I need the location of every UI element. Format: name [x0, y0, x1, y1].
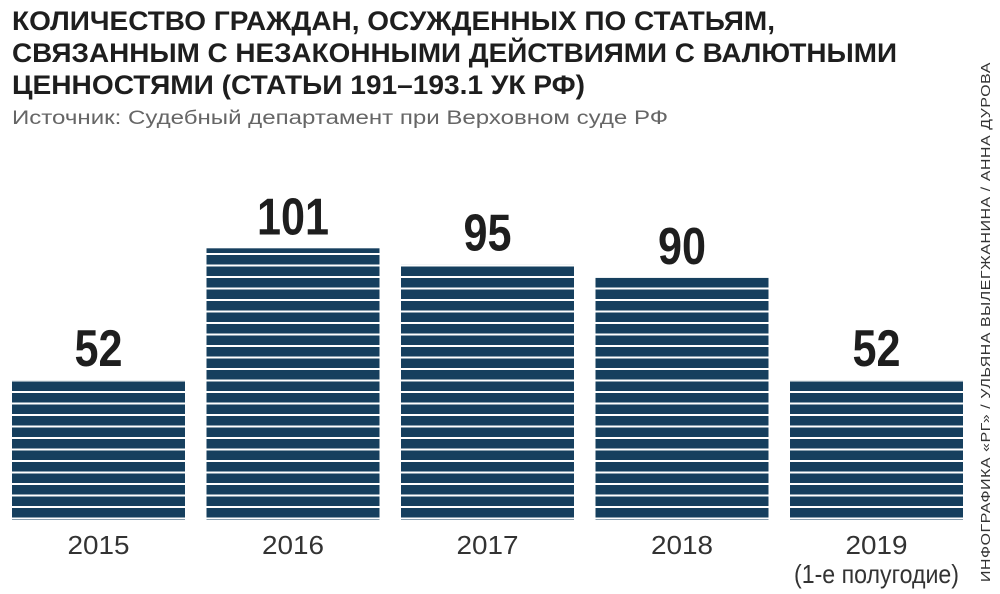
bar-stripes — [206, 248, 380, 520]
chart-title: СВЯЗАННЫМ С НЕЗАКОННЫМИ ДЕЙСТВИЯМИ С ВАЛ… — [12, 37, 897, 68]
bar-group — [401, 264, 574, 520]
data-label: 52 — [75, 320, 123, 378]
bar-group — [595, 277, 769, 520]
chart-title: КОЛИЧЕСТВО ГРАЖДАН, ОСУЖДЕННЫХ ПО СТАТЬЯ… — [12, 6, 775, 36]
data-label: 52 — [853, 320, 901, 378]
x-tick-label: 2015 — [68, 530, 130, 560]
plot-area: 2015 52 2016 101 2017 95 2018 90 2019 52 (1-е полу… — [12, 188, 963, 589]
bar-stripes — [401, 264, 574, 520]
x-tick-label: 2019 — [846, 530, 908, 560]
chart-title: ЦЕННОСТЯМИ (СТАТЬИ 191–193.1 УК РФ) — [12, 70, 585, 100]
bar-stripes — [12, 380, 185, 520]
bar-stripes — [595, 277, 769, 520]
credit: ИНФОГРАФИКА «РГ» / УЛЬЯНА ВЫЛЕГЖАНИНА / … — [978, 62, 993, 582]
bar-group — [12, 380, 185, 520]
data-label: 90 — [658, 218, 706, 276]
x-tick-label: 2017 — [457, 530, 519, 560]
data-label: 95 — [464, 204, 512, 262]
bar-group — [206, 248, 380, 520]
x-tick-label: 2018 — [651, 530, 713, 560]
bar-stripes — [790, 380, 963, 520]
chart-subtitle: Источник: Судебный департамент при Верхо… — [12, 108, 668, 129]
x-tick-annotation: (1-е полугодие) — [794, 559, 959, 589]
x-tick-label: 2016 — [262, 530, 324, 560]
data-label: 101 — [257, 188, 329, 246]
bar-group — [790, 380, 963, 520]
